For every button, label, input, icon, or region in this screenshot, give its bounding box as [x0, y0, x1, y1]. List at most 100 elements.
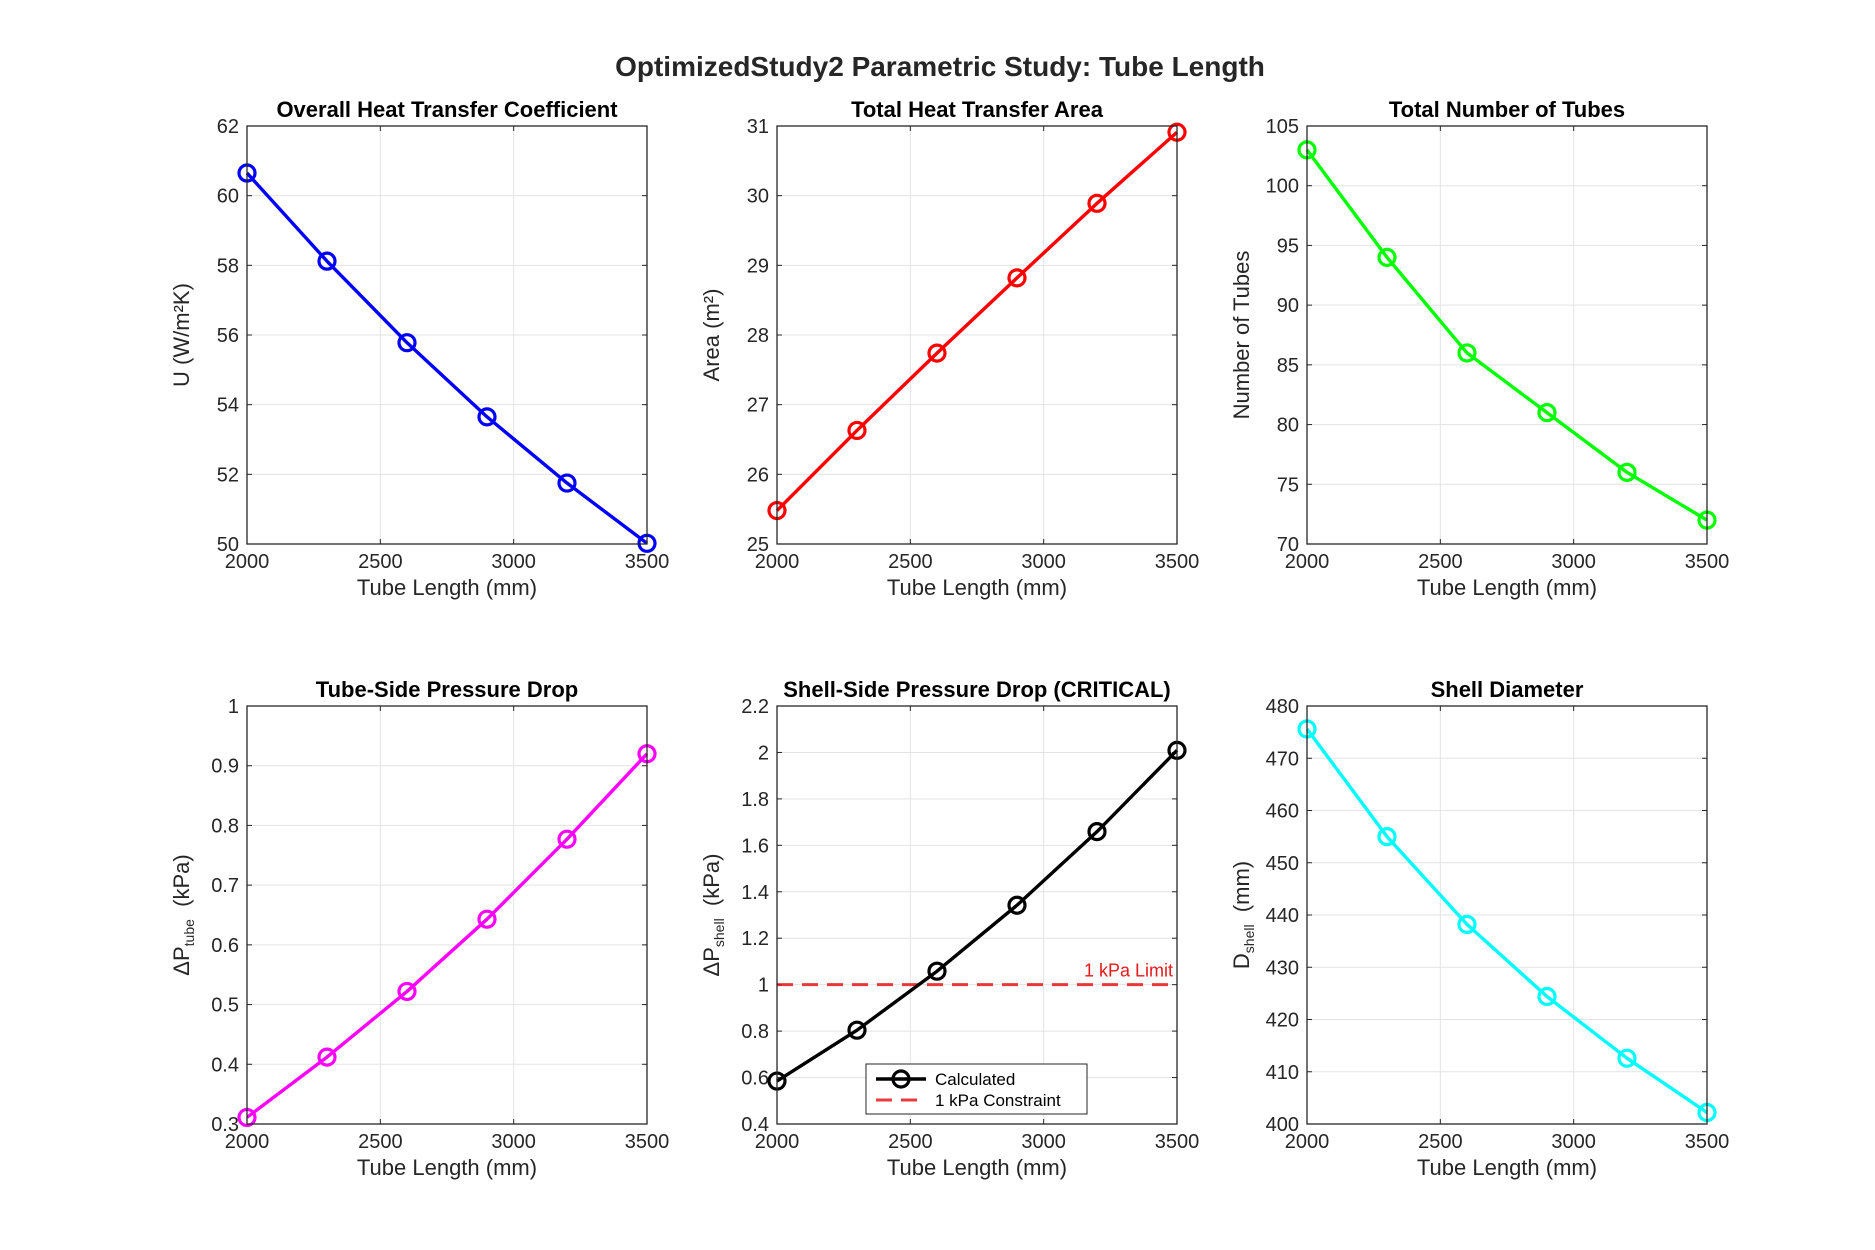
x-tick-label: 2500: [888, 1131, 933, 1153]
plot-area: [247, 706, 647, 1124]
x-axis-label: Tube Length (mm): [357, 575, 537, 600]
subplot-4: 2000 2500 3000 3500 0.3 0.4 0.5 0.6 0.7 0.8 0.9 1 Tu…: [169, 677, 669, 1180]
y-axis-label-unit: (kPa): [169, 854, 194, 919]
x-tick-label: 3000: [491, 551, 536, 573]
x-tick-label: 3000: [1021, 1131, 1066, 1153]
series-line: [245, 171, 649, 545]
y-axis-label-main: ΔP: [169, 946, 194, 975]
subplot-title: Total Heat Transfer Area: [851, 97, 1104, 122]
series-line: [776, 749, 1179, 1083]
y-tick-label: 2.2: [741, 696, 769, 718]
y-tick-label: 50: [217, 534, 239, 556]
subplot-title: Total Number of Tubes: [1389, 97, 1625, 122]
y-tick-label: 90: [1277, 295, 1299, 317]
subplot-3: 2000 2500 3000 3500 70 75 80 85 90 95 100 105 Total …: [1229, 97, 1729, 600]
axes-frame: [1306, 125, 1708, 545]
y-tick-label: 100: [1266, 176, 1299, 198]
y-tick-label: 420: [1266, 1010, 1299, 1032]
data-point: [1617, 1048, 1637, 1068]
y-tick-label: 0.7: [211, 875, 239, 897]
y-tick-label: 2: [758, 742, 769, 764]
data-point: [847, 420, 867, 441]
y-axis-label-subscript: shell: [711, 918, 727, 947]
y-axis-label-main: D: [1229, 953, 1254, 969]
y-tick-label: 27: [747, 395, 769, 417]
figure-title: OptimizedStudy2 Parametric Study: Tube L…: [615, 51, 1265, 82]
subplot-5: 2000 2500 3000 3500 0.4 0.6 0.8 1 1.2 1.4 1.6 1.8 2 2…: [699, 677, 1199, 1180]
y-tick-label: 0.8: [211, 815, 239, 837]
y-tick-label: 58: [217, 255, 239, 277]
x-axis-label: Tube Length (mm): [1417, 1155, 1597, 1180]
y-tick-label: 75: [1277, 474, 1299, 496]
x-tick-label: 2000: [1285, 551, 1330, 573]
data-point: [477, 407, 497, 427]
plot-area: [777, 706, 1177, 1124]
subplot-2: 2000 2500 3000 3500 25 26 27 28 29 30 31 Total Heat…: [699, 97, 1199, 600]
x-axis-label: Tube Length (mm): [357, 1155, 537, 1180]
x-tick-label: 2500: [1418, 551, 1463, 573]
y-tick-label: 1.4: [741, 882, 769, 904]
y-axis-label-subscript: tube: [181, 919, 197, 946]
y-axis-label: ΔPshell (kPa): [699, 854, 727, 977]
y-tick-label: 70: [1277, 534, 1299, 556]
series-line: [1305, 148, 1708, 522]
x-tick-label: 3500: [1685, 1131, 1730, 1153]
y-tick-label: 80: [1277, 415, 1299, 437]
x-tick-label: 2000: [225, 1131, 270, 1153]
data-point: [1377, 827, 1397, 847]
x-axis-label: Tube Length (mm): [887, 1155, 1067, 1180]
y-tick-label: 95: [1277, 235, 1299, 257]
y-tick-label: 28: [747, 325, 769, 347]
data-point: [317, 1047, 337, 1067]
y-axis-label-subscript: shell: [1241, 924, 1257, 953]
x-tick-label: 2000: [755, 1131, 800, 1153]
y-axis-label: Number of Tubes: [1229, 251, 1254, 420]
data-point: [1457, 343, 1477, 363]
y-tick-label: 62: [217, 116, 239, 138]
y-tick-label: 400: [1266, 1114, 1299, 1136]
constraint-label: 1 kPa Limit: [1084, 961, 1173, 981]
data-point: [477, 909, 497, 929]
y-tick-label: 26: [747, 464, 769, 486]
y-tick-label: 1.6: [741, 835, 769, 857]
data-point: [1007, 268, 1027, 288]
y-tick-label: 1.2: [741, 928, 769, 950]
y-tick-label: 85: [1277, 355, 1299, 377]
y-tick-label: 60: [217, 186, 239, 208]
y-tick-label: 0.6: [741, 1068, 769, 1090]
y-tick-label: 450: [1266, 853, 1299, 875]
y-tick-label: 1: [228, 696, 239, 718]
x-tick-label: 3500: [625, 551, 670, 573]
data-point: [1377, 247, 1397, 267]
y-tick-label: 440: [1266, 905, 1299, 927]
x-tick-label: 3000: [1551, 1131, 1596, 1153]
x-tick-label: 2500: [358, 1131, 403, 1153]
subplot-title: Overall Heat Transfer Coefficient: [276, 97, 618, 122]
y-tick-label: 0.4: [211, 1054, 239, 1076]
legend-marker-calculated: [891, 1069, 911, 1089]
x-tick-label: 2500: [1418, 1131, 1463, 1153]
subplot-grid: 2000 2500 3000 3500 50 52 54 56 58 60 62 Overall He…: [169, 97, 1729, 1180]
x-tick-label: 2500: [888, 551, 933, 573]
series-line: [775, 130, 1179, 512]
axes-frame: [1306, 705, 1708, 1125]
data-point: [397, 981, 417, 1002]
y-tick-label: 54: [217, 395, 239, 417]
data-point: [557, 829, 577, 849]
y-tick-label: 0.3: [211, 1114, 239, 1136]
x-tick-label: 3500: [1685, 551, 1730, 573]
y-tick-label: 25: [747, 534, 769, 556]
y-tick-label: 410: [1266, 1062, 1299, 1084]
legend-label-calculated: Calculated: [935, 1070, 1015, 1089]
y-tick-label: 0.6: [211, 935, 239, 957]
y-axis-label-main: ΔP: [699, 947, 724, 976]
y-tick-label: 29: [747, 255, 769, 277]
legend-label-constraint: 1 kPa Constraint: [935, 1091, 1061, 1110]
x-tick-label: 3500: [625, 1131, 670, 1153]
y-axis-label: ΔPtube (kPa): [169, 854, 197, 975]
y-tick-label: 31: [747, 116, 769, 138]
y-tick-label: 0.8: [741, 1021, 769, 1043]
data-point: [397, 333, 417, 353]
y-tick-label: 480: [1266, 696, 1299, 718]
